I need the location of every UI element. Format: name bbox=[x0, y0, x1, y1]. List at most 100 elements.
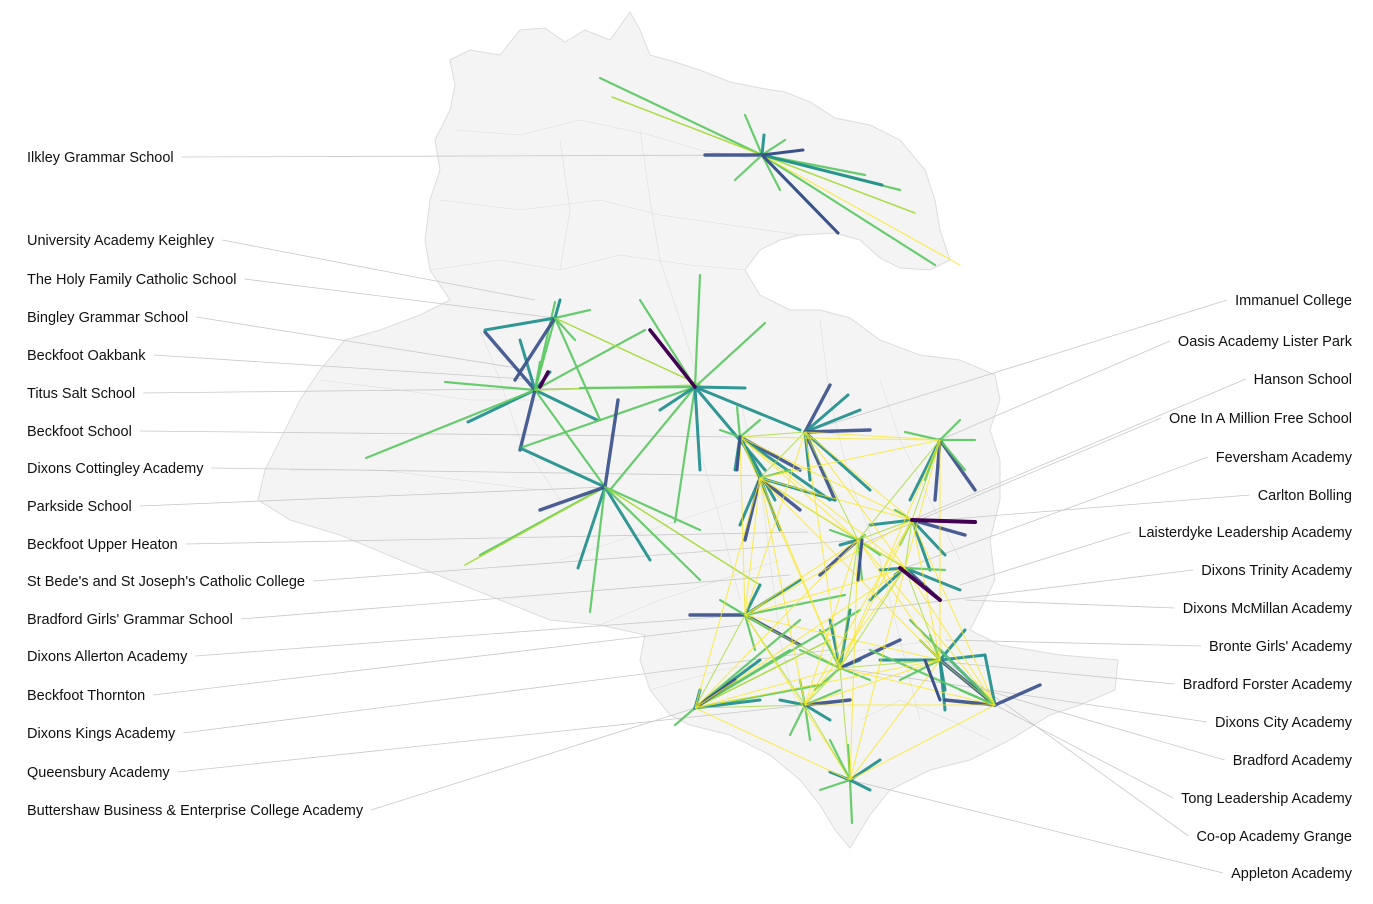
catchment-line bbox=[598, 76, 764, 157]
leader-line bbox=[240, 574, 791, 620]
catchment-line bbox=[938, 658, 947, 692]
catchment-line bbox=[443, 380, 537, 392]
catchment-line bbox=[673, 706, 697, 727]
catchment-line bbox=[658, 385, 697, 412]
label-bingley-grammar-school: Bingley Grammar School bbox=[27, 310, 188, 326]
catchment-line bbox=[693, 698, 762, 710]
catchment-line bbox=[693, 385, 747, 390]
catchment-line bbox=[611, 96, 763, 156]
catchment-line bbox=[904, 439, 941, 569]
catchment-line bbox=[694, 659, 941, 709]
label-dixons-trinity-academy: Dixons Trinity Academy bbox=[1201, 563, 1352, 579]
catchment-line bbox=[938, 418, 962, 442]
catchment-line bbox=[849, 659, 941, 781]
label-bradford-girls-grammar-school: Bradford Girls' Grammar School bbox=[27, 612, 233, 628]
catchment-line bbox=[694, 707, 851, 781]
label-beckfoot-thornton: Beckfoot Thornton bbox=[27, 688, 145, 704]
catchment-line bbox=[849, 704, 996, 781]
catchment-line bbox=[743, 113, 764, 157]
catchment-line bbox=[554, 317, 701, 386]
label-the-holy-family-catholic-school: The Holy Family Catholic School bbox=[27, 272, 237, 288]
catchment-line bbox=[553, 316, 602, 422]
leader-line bbox=[849, 779, 1224, 874]
catchment-line bbox=[693, 385, 802, 432]
leader-line bbox=[139, 430, 741, 438]
catchment-line bbox=[513, 316, 557, 382]
catchment-line bbox=[804, 431, 941, 441]
catchment-line bbox=[518, 446, 607, 489]
catchment-line bbox=[364, 388, 537, 460]
catchment-line bbox=[983, 653, 997, 707]
catchment-line bbox=[760, 153, 937, 267]
catchment-line bbox=[694, 667, 841, 709]
catchment-line bbox=[693, 321, 767, 389]
leader-line bbox=[939, 340, 1171, 441]
label-st-bede-s-and-st-joseph-s-catholic-college: St Bede's and St Joseph's Catholic Colle… bbox=[27, 574, 305, 590]
catchment-line bbox=[848, 758, 882, 782]
label-oasis-academy-lister-park: Oasis Academy Lister Park bbox=[1178, 334, 1353, 350]
catchment-line bbox=[911, 519, 996, 706]
label-leader-lines bbox=[139, 154, 1250, 874]
catchment-line bbox=[804, 431, 913, 521]
label-immanuel-college: Immanuel College bbox=[1235, 293, 1352, 309]
label-buttershaw-business-enterprise-college-academy: Buttershaw Business & Enterprise College… bbox=[27, 803, 364, 819]
label-university-academy-keighley: University Academy Keighley bbox=[27, 233, 215, 249]
catchment-line bbox=[759, 431, 806, 479]
catchment-line bbox=[743, 613, 757, 652]
catchment-line bbox=[735, 405, 742, 439]
catchment-line bbox=[694, 704, 806, 709]
label-bradford-forster-academy: Bradford Forster Academy bbox=[1183, 677, 1353, 693]
catchment-line bbox=[910, 518, 977, 524]
catchment-line bbox=[518, 338, 537, 392]
catchment-line bbox=[739, 436, 746, 616]
catchment-line bbox=[464, 486, 606, 566]
catchment-line bbox=[778, 698, 807, 707]
catchment-line bbox=[694, 614, 746, 709]
catchment-line bbox=[758, 476, 802, 512]
catchment-line bbox=[738, 418, 762, 439]
catchment-line bbox=[760, 148, 805, 157]
catchment-line bbox=[738, 435, 832, 502]
catchment-line bbox=[483, 330, 537, 392]
catchment-line bbox=[804, 539, 859, 706]
leader-line bbox=[804, 299, 1228, 433]
leader-line bbox=[153, 354, 541, 381]
catchment-line bbox=[735, 435, 742, 472]
catchment-line bbox=[803, 430, 872, 492]
label-beckfoot-school: Beckfoot School bbox=[27, 424, 132, 440]
leader-line bbox=[139, 486, 606, 507]
catchment-line bbox=[804, 704, 851, 781]
label-dixons-kings-academy: Dixons Kings Academy bbox=[27, 726, 176, 742]
catchment-line bbox=[903, 566, 947, 572]
leader-line bbox=[839, 667, 1208, 723]
catchment-line bbox=[759, 477, 913, 521]
catchment-line bbox=[898, 566, 942, 602]
label-dixons-mcmillan-academy: Dixons McMillan Academy bbox=[1183, 601, 1353, 617]
catchment-line bbox=[743, 583, 762, 617]
label-one-in-a-million-free-school: One In A Million Free School bbox=[1169, 411, 1352, 427]
catchment-line bbox=[803, 393, 850, 434]
catchment-line bbox=[839, 667, 851, 781]
label-parkside-school: Parkside School bbox=[27, 499, 132, 515]
catchment-line bbox=[483, 316, 557, 332]
catchment-line bbox=[693, 273, 702, 389]
catchment-line bbox=[533, 388, 607, 489]
catchment-line bbox=[761, 154, 916, 214]
catchment-line bbox=[804, 431, 859, 541]
catchment-line bbox=[910, 518, 932, 572]
catchment-line bbox=[533, 388, 599, 422]
catchment-line bbox=[759, 477, 941, 661]
catchment-line bbox=[848, 778, 854, 825]
catchment-line bbox=[839, 519, 913, 669]
label-beckfoot-upper-heaton: Beckfoot Upper Heaton bbox=[27, 537, 178, 553]
catchment-line bbox=[923, 658, 942, 702]
label-ilkley-grammar-school: Ilkley Grammar School bbox=[27, 150, 174, 166]
label-dixons-cottingley-academy: Dixons Cottingley Academy bbox=[27, 461, 204, 477]
catchment-line bbox=[803, 703, 832, 722]
leader-line bbox=[994, 704, 1174, 799]
catchment-line bbox=[553, 308, 592, 320]
leader-line bbox=[944, 639, 1202, 647]
catchment-line bbox=[578, 385, 697, 390]
leader-line bbox=[196, 316, 531, 371]
